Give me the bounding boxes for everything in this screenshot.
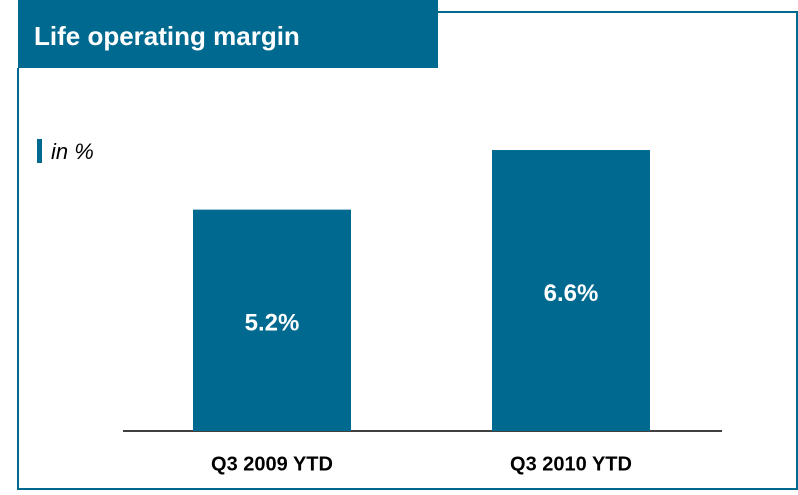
bar <box>492 150 650 431</box>
title-box <box>18 0 438 68</box>
value-label: 5.2% <box>245 310 300 337</box>
value-label: 6.6% <box>544 280 599 307</box>
subtitle-marker <box>37 139 42 163</box>
frame <box>17 11 798 490</box>
subtitle: in % <box>51 139 94 164</box>
chart-title: Life operating margin <box>34 21 300 51</box>
x-tick-label: Q3 2010 YTD <box>510 453 632 475</box>
x-tick-label: Q3 2009 YTD <box>211 453 333 475</box>
bar <box>193 209 351 431</box>
